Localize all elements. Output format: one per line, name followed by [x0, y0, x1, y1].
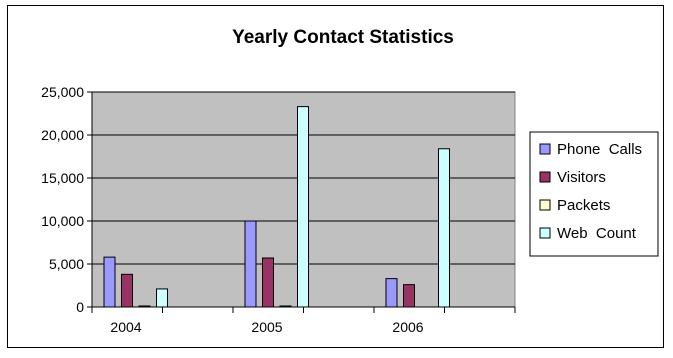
chart-canvas: Yearly Contact Statistics 0 5,000 10,000 15… — [41, 27, 659, 335]
y-tick-label: 15,000 — [41, 170, 84, 186]
legend-swatch — [539, 143, 551, 155]
bar-web-count-2004 — [156, 288, 168, 308]
legend-label: Web Count — [557, 225, 637, 242]
bar-phone-calls-2004 — [103, 256, 116, 308]
bar-phone-calls-2006 — [385, 278, 398, 308]
plot-area: 0 5,000 10,000 15,000 20,000 25,000 2004 2005 20… — [41, 84, 516, 335]
y-tick-label: 25,000 — [41, 84, 84, 100]
bar-web-count-2005 — [297, 106, 309, 308]
legend-label: Packets — [557, 197, 610, 214]
chart-frame: Yearly Contact Statistics 0 5,000 10,000 15… — [7, 5, 664, 348]
legend-label: Phone Calls — [557, 141, 642, 158]
legend-label: Visitors — [557, 169, 606, 186]
x-tick-label: 2004 — [110, 319, 141, 335]
bar-visitors-2005 — [262, 257, 274, 308]
chart-title: Yearly Contact Statistics — [232, 27, 454, 48]
x-tick-label: 2005 — [251, 319, 282, 335]
bar-web-count-2006 — [438, 148, 450, 308]
y-tick-label: 10,000 — [41, 213, 84, 229]
bar-packets-2004 — [138, 305, 151, 308]
y-tick-label: 0 — [76, 299, 84, 315]
y-tick-label: 5,000 — [49, 256, 84, 272]
bar-visitors-2006 — [403, 284, 415, 308]
legend-swatch — [539, 171, 551, 183]
bar-phone-calls-2005 — [244, 220, 257, 308]
x-tick-label: 2006 — [392, 319, 423, 335]
y-tick-label: 20,000 — [41, 127, 84, 143]
legend-box — [529, 131, 659, 257]
legend: Phone Calls Visitors Packets Web Count — [529, 131, 659, 257]
bar-visitors-2004 — [121, 273, 133, 308]
bar-packets-2005 — [279, 305, 292, 308]
legend-swatch — [539, 227, 551, 239]
legend-swatch — [539, 199, 551, 211]
